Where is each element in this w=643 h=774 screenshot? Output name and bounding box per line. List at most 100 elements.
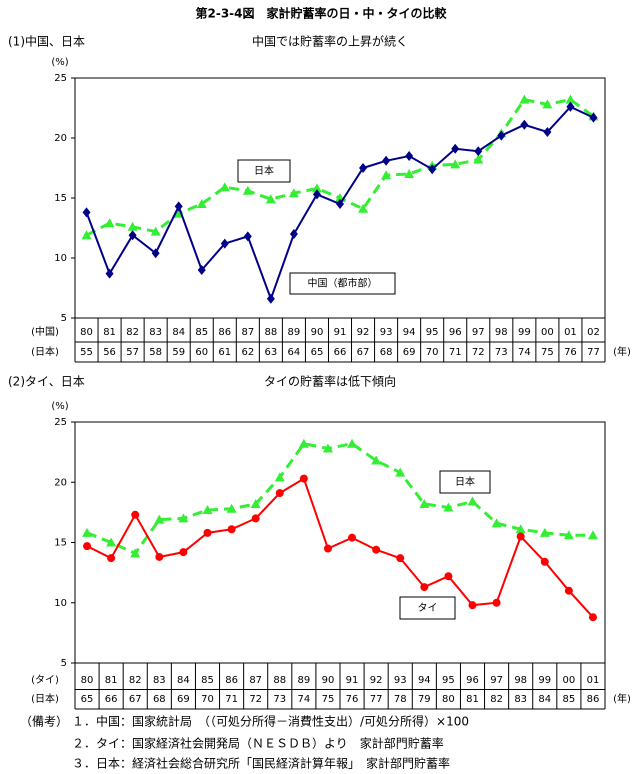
- marker: [311, 183, 322, 193]
- legend-label: 中国（都市部）: [308, 277, 378, 290]
- marker: [419, 498, 430, 508]
- x-tick-label: 81: [103, 327, 116, 338]
- marker: [491, 518, 502, 528]
- marker: [274, 472, 285, 482]
- x-tick-label: 87: [241, 327, 254, 338]
- marker: [396, 554, 405, 563]
- note: ２．タイ：国家経済社会開発局（ＮＥＳＤＢ）より 家計部門貯蓄率: [72, 736, 444, 751]
- x-tick-label: 95: [442, 675, 455, 686]
- marker: [104, 218, 115, 228]
- x-tick-label: 73: [495, 347, 508, 358]
- marker: [474, 146, 483, 157]
- marker: [82, 207, 91, 218]
- x-tick-label: 55: [80, 347, 93, 358]
- note: １．中国：国家統計局 （（可処分所得－消費性支出）/可処分所得）×100: [72, 714, 469, 729]
- marker: [219, 182, 230, 192]
- series-line: [86, 442, 593, 556]
- x-tick-label: 95: [426, 327, 439, 338]
- marker: [322, 443, 333, 453]
- marker: [566, 101, 575, 112]
- marker: [227, 525, 236, 534]
- marker: [154, 514, 165, 524]
- x-tick-label: 68: [153, 694, 166, 705]
- x-tick-label: 73: [273, 694, 286, 705]
- series-line: [86, 477, 594, 618]
- marker: [358, 203, 369, 213]
- marker: [450, 159, 461, 169]
- x-tick-label: 86: [587, 694, 600, 705]
- marker: [543, 127, 552, 137]
- x-tick-label: 01: [564, 327, 577, 338]
- marker: [202, 504, 213, 514]
- marker: [179, 548, 188, 557]
- x-tick-label: 59: [172, 347, 185, 358]
- marker: [497, 130, 506, 141]
- x-tick-label: 96: [466, 675, 479, 686]
- marker: [565, 94, 576, 104]
- y-tick-label: 20: [54, 133, 67, 144]
- marker: [131, 510, 140, 519]
- marker: [540, 557, 549, 566]
- marker: [130, 548, 141, 558]
- marker: [516, 532, 525, 541]
- chart-title: 中国では貯蓄率の上昇が続く: [252, 34, 408, 49]
- x-tick-label: 82: [126, 327, 139, 338]
- x-tick-label: 00: [541, 327, 554, 338]
- y-tick-label: 15: [54, 193, 67, 204]
- row-label: (日本): [31, 345, 59, 358]
- x-tick-label: 63: [265, 347, 278, 358]
- x-tick-label: 80: [81, 675, 94, 686]
- row-label: (タイ): [31, 674, 59, 686]
- y-tick-label: 25: [54, 73, 67, 84]
- x-tick-label: 57: [126, 347, 139, 358]
- x-tick-label: 74: [297, 694, 310, 705]
- marker: [312, 189, 321, 200]
- legend-box: [439, 470, 491, 494]
- legend-label: 日本: [254, 164, 274, 177]
- x-tick-label: 65: [81, 694, 94, 705]
- marker: [589, 112, 598, 123]
- marker: [395, 467, 406, 477]
- x-tick-label: 66: [334, 347, 347, 358]
- y-tick-label: 25: [54, 417, 67, 428]
- x-tick-label: 82: [490, 694, 503, 705]
- y-tick-label: 5: [61, 658, 67, 669]
- marker: [83, 542, 92, 551]
- x-tick-label: 90: [311, 327, 324, 338]
- chart-title: タイの貯蓄率は低下傾向: [264, 374, 396, 389]
- x-tick-label: 75: [541, 347, 554, 358]
- x-tick-label: 77: [587, 347, 600, 358]
- x-tick-label: 66: [105, 694, 118, 705]
- marker: [336, 199, 344, 209]
- subtitle: (1)中国、日本: [8, 34, 85, 49]
- marker: [348, 533, 357, 542]
- x-tick-label: 60: [195, 347, 208, 358]
- marker: [347, 438, 358, 448]
- marker: [542, 99, 553, 109]
- x-tick-label: 86: [218, 327, 231, 338]
- x-tick-label: 78: [394, 694, 407, 705]
- marker: [444, 572, 453, 581]
- marker: [467, 496, 478, 506]
- x-tick-label: 90: [322, 675, 335, 686]
- x-tick-label: 82: [129, 675, 142, 686]
- x-tick-label: 71: [225, 694, 238, 705]
- series-line: [85, 97, 595, 237]
- marker: [196, 199, 207, 208]
- marker: [226, 503, 237, 513]
- marker: [250, 498, 261, 508]
- marker: [106, 537, 117, 547]
- legend-box: [289, 272, 396, 295]
- marker: [564, 586, 573, 595]
- x-tick-label: 76: [346, 694, 359, 705]
- legend-box: [237, 159, 291, 183]
- x-tick-label: 91: [334, 327, 347, 338]
- y-tick-label: 10: [54, 253, 67, 264]
- marker: [299, 474, 308, 483]
- marker: [420, 583, 429, 592]
- x-tick-label: 83: [514, 694, 527, 705]
- x-tick-label: 64: [288, 347, 301, 358]
- x-tick-label: 97: [490, 675, 503, 686]
- x-tick-label: 84: [538, 694, 551, 705]
- legend-label: 日本: [455, 475, 475, 488]
